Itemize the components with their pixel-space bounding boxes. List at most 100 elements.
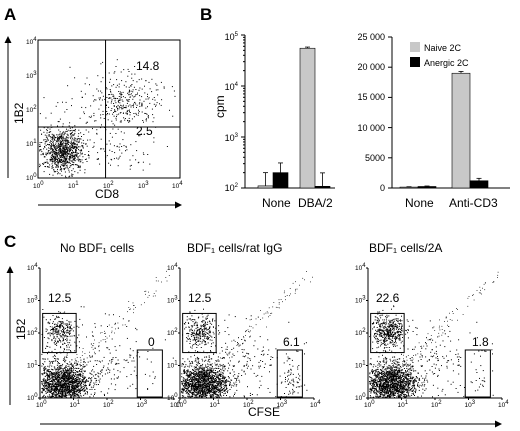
panel-c-event xyxy=(72,365,73,367)
panel-a-event xyxy=(117,158,119,160)
panel-c-event xyxy=(58,375,59,377)
panel-c-event xyxy=(53,385,55,387)
panel-c-event xyxy=(84,353,86,354)
panel-b-right-ytick-0: 0 xyxy=(380,183,385,193)
panel-a-event xyxy=(82,139,84,141)
panel-c-event xyxy=(60,371,62,373)
panel-c-event xyxy=(56,333,58,335)
panel-c-event xyxy=(88,377,90,379)
panel-c-event xyxy=(206,382,208,384)
panel-c-event xyxy=(186,391,188,393)
panel-c-event xyxy=(49,376,51,378)
panel-a-event xyxy=(130,93,132,95)
panel-a-event xyxy=(100,127,102,129)
panel-c-event xyxy=(75,375,77,377)
panel-c-event xyxy=(68,370,70,372)
panel-a-event xyxy=(119,100,121,101)
panel-c-event xyxy=(65,376,67,378)
panel-c-event xyxy=(103,393,105,395)
panel-c-event xyxy=(73,378,75,380)
panel-c-event xyxy=(181,381,183,382)
panel-c-event xyxy=(53,373,55,375)
panel-c-event xyxy=(212,375,214,376)
panel-a-event xyxy=(44,134,46,136)
panel-a-event xyxy=(72,147,74,149)
panel-c-event xyxy=(56,332,58,334)
panel-c-event xyxy=(69,376,71,378)
panel-c-event xyxy=(219,363,221,365)
panel-c-event xyxy=(50,378,52,380)
panel-c-event xyxy=(202,395,204,397)
panel-c-event xyxy=(69,326,71,328)
panel-c-event xyxy=(64,356,66,358)
panel-c-event xyxy=(208,386,210,388)
panel-a-event xyxy=(85,122,87,124)
panel-c-event xyxy=(122,318,124,320)
panel-a-event xyxy=(44,146,46,148)
panel-c-event xyxy=(217,375,219,377)
panel-c-event xyxy=(192,385,194,387)
panel-c-event xyxy=(55,394,57,395)
panel-c-event xyxy=(218,378,220,380)
panel-c-event xyxy=(195,396,197,398)
panel-c-event xyxy=(109,335,110,337)
panel-c-event xyxy=(115,328,116,330)
panel-a-event xyxy=(113,112,115,113)
panel-c-event xyxy=(194,309,196,311)
panel-c-event xyxy=(48,370,50,372)
panel-a-event xyxy=(126,112,128,114)
panel-c-event xyxy=(188,371,190,373)
panel-c-event xyxy=(204,375,206,377)
panel-c-event xyxy=(183,387,185,389)
panel-a-event xyxy=(131,105,133,107)
panel-a-ytick-0: 100 xyxy=(26,173,37,182)
panel-c-event xyxy=(60,326,62,328)
panel-c-event xyxy=(201,396,203,398)
panel-a-event xyxy=(51,149,53,151)
panel-c-event xyxy=(194,384,195,386)
panel-a-event xyxy=(42,164,44,165)
panel-c-event xyxy=(66,346,68,348)
panel-c-event xyxy=(60,385,62,387)
panel-a-event xyxy=(56,170,58,172)
panel-a-event xyxy=(138,89,140,91)
panel-a-event xyxy=(63,133,65,135)
panel-c-event xyxy=(73,381,75,383)
panel-c-event xyxy=(64,395,66,397)
panel-c-event xyxy=(127,361,129,363)
panel-c-event xyxy=(67,380,68,382)
panel-a-event xyxy=(73,162,75,164)
panel-a-event xyxy=(120,107,122,109)
panel-c-event xyxy=(88,377,90,379)
panel-c-event xyxy=(200,372,202,374)
panel-c-event xyxy=(55,377,57,379)
panel-c-event xyxy=(134,366,136,368)
panel-a-event xyxy=(145,120,147,122)
panel-c-event xyxy=(53,379,55,381)
panel-c-event xyxy=(61,392,63,394)
panel-a-event xyxy=(69,130,71,132)
panel-c-event xyxy=(199,376,201,378)
panel-c-event xyxy=(59,363,61,364)
panel-c-event xyxy=(89,372,91,374)
panel-a-event xyxy=(66,139,68,141)
panel-a-event xyxy=(129,120,131,122)
panel-a-event xyxy=(115,86,117,88)
panel-a-event xyxy=(53,160,55,162)
panel-a-event xyxy=(111,85,113,87)
panel-c-event xyxy=(191,387,193,389)
panel-a-event xyxy=(80,132,82,134)
panel-c-event xyxy=(57,340,58,342)
panel-c-event xyxy=(217,394,219,396)
panel-c-event xyxy=(198,374,200,376)
panel-c-event xyxy=(208,370,210,372)
panel-c-event xyxy=(195,375,197,377)
panel-c-event xyxy=(73,387,75,389)
panel-c-event xyxy=(58,374,60,376)
panel-c-event xyxy=(92,375,94,377)
panel-c-event xyxy=(47,392,49,393)
panel-c-event xyxy=(210,350,211,352)
panel-c-event xyxy=(54,379,56,380)
panel-c-event xyxy=(56,334,58,336)
panel-c-event xyxy=(197,378,199,380)
